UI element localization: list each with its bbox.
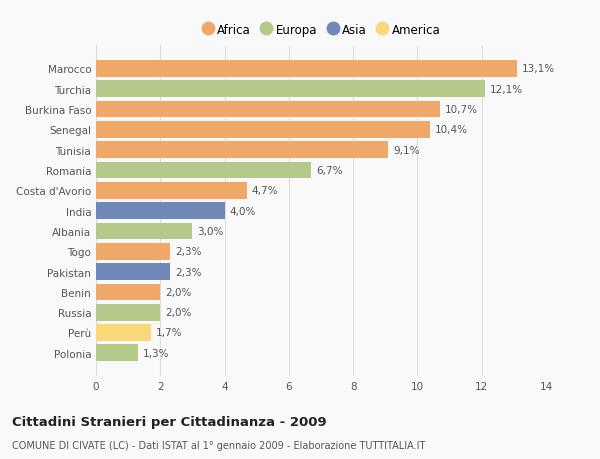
Text: 2,0%: 2,0% xyxy=(165,308,191,318)
Text: 6,7%: 6,7% xyxy=(316,166,343,176)
Bar xyxy=(96,142,389,159)
Text: 12,1%: 12,1% xyxy=(490,84,523,95)
Text: 2,3%: 2,3% xyxy=(175,267,201,277)
Text: 1,7%: 1,7% xyxy=(155,328,182,338)
Text: 10,4%: 10,4% xyxy=(435,125,468,135)
Text: 4,0%: 4,0% xyxy=(229,206,256,216)
Bar xyxy=(96,61,517,78)
Text: COMUNE DI CIVATE (LC) - Dati ISTAT al 1° gennaio 2009 - Elaborazione TUTTITALIA.: COMUNE DI CIVATE (LC) - Dati ISTAT al 1°… xyxy=(12,440,425,450)
Text: 13,1%: 13,1% xyxy=(522,64,555,74)
Bar xyxy=(96,122,430,138)
Legend: Africa, Europa, Asia, America: Africa, Europa, Asia, America xyxy=(197,19,445,41)
Text: 4,7%: 4,7% xyxy=(252,186,278,196)
Bar xyxy=(96,345,138,361)
Bar xyxy=(96,325,151,341)
Text: 2,0%: 2,0% xyxy=(165,287,191,297)
Bar xyxy=(96,183,247,199)
Bar xyxy=(96,243,170,260)
Bar xyxy=(96,81,485,98)
Text: 1,3%: 1,3% xyxy=(143,348,169,358)
Bar xyxy=(96,223,193,240)
Bar xyxy=(96,203,224,219)
Bar xyxy=(96,101,440,118)
Bar xyxy=(96,162,311,179)
Text: Cittadini Stranieri per Cittadinanza - 2009: Cittadini Stranieri per Cittadinanza - 2… xyxy=(12,415,326,428)
Text: 3,0%: 3,0% xyxy=(197,226,224,236)
Text: 2,3%: 2,3% xyxy=(175,246,201,257)
Bar xyxy=(96,263,170,280)
Bar xyxy=(96,284,160,301)
Bar xyxy=(96,304,160,321)
Text: 9,1%: 9,1% xyxy=(394,146,420,155)
Text: 10,7%: 10,7% xyxy=(445,105,478,115)
